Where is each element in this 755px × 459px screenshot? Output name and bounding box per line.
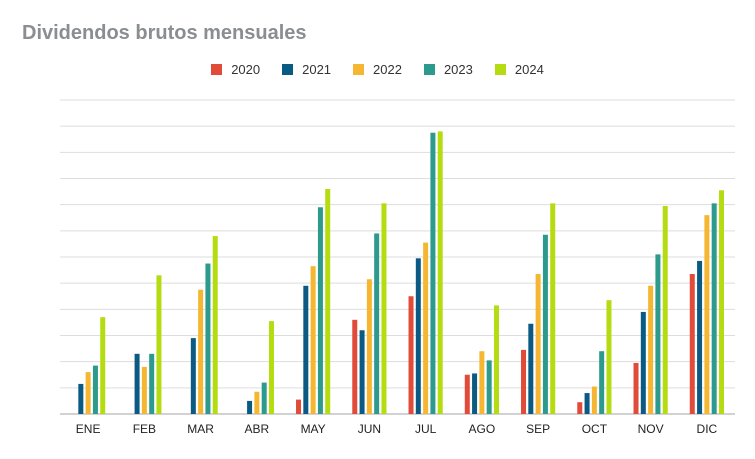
- bar-abr-2023: [261, 382, 267, 414]
- bar-jul-2023: [430, 132, 436, 414]
- bar-jun-2023: [374, 233, 380, 414]
- bar-abr-2021: [247, 400, 253, 414]
- bar-sep-2020: [521, 349, 527, 414]
- bar-dic-2022: [704, 215, 710, 414]
- bar-sep-2022: [535, 274, 541, 414]
- bar-sep-2024: [550, 203, 556, 414]
- bar-oct-2022: [591, 386, 597, 414]
- bar-nov-2021: [640, 311, 646, 414]
- bar-ago-2020: [464, 374, 470, 414]
- bar-sep-2021: [528, 323, 534, 414]
- bar-sep-2023: [542, 234, 548, 414]
- chart-title: Dividendos brutos mensuales: [22, 22, 307, 44]
- bar-ago-2024: [493, 305, 499, 414]
- bar-abr-2024: [268, 321, 274, 414]
- x-tick-label: MAY: [301, 422, 326, 436]
- bar-oct-2023: [599, 351, 605, 414]
- bar-may-2021: [303, 285, 309, 414]
- x-tick-label: ABR: [245, 422, 270, 436]
- bar-ene-2022: [85, 372, 91, 414]
- bar-feb-2023: [149, 353, 155, 414]
- bar-mar-2023: [205, 263, 211, 414]
- bar-feb-2024: [156, 275, 162, 414]
- x-tick-label: ENE: [76, 422, 101, 436]
- bar-ago-2021: [472, 373, 478, 414]
- bar-may-2020: [296, 399, 302, 414]
- bar-jul-2020: [408, 296, 414, 414]
- bar-jun-2020: [352, 319, 358, 414]
- bar-dic-2024: [718, 190, 724, 414]
- x-tick-label: NOV: [638, 422, 664, 436]
- x-tick-label: JUN: [358, 422, 381, 436]
- bar-nov-2023: [655, 254, 661, 414]
- chart-legend: 2020 2021 2022 2023 2024: [0, 62, 755, 77]
- x-tick-label: FEB: [133, 422, 156, 436]
- legend-swatch: [353, 64, 365, 75]
- bar-jul-2022: [423, 242, 429, 414]
- bar-may-2024: [325, 188, 331, 414]
- legend-label: 2024: [514, 62, 544, 77]
- bar-ene-2021: [78, 383, 84, 414]
- bar-ene-2024: [100, 317, 106, 414]
- legend-item-2020: 2020: [211, 62, 260, 77]
- bar-mar-2024: [212, 236, 218, 414]
- x-tick-label: MAR: [187, 422, 214, 436]
- bar-nov-2024: [662, 205, 668, 414]
- bar-jul-2021: [415, 258, 421, 414]
- bar-dic-2021: [697, 260, 703, 414]
- bar-mar-2022: [198, 289, 204, 414]
- bar-jun-2024: [381, 203, 387, 414]
- bar-oct-2021: [584, 393, 590, 414]
- gridlines: [60, 99, 735, 415]
- bar-ago-2022: [479, 351, 485, 414]
- legend-item-2024: 2024: [494, 62, 544, 77]
- legend-swatch: [282, 64, 294, 75]
- bar-oct-2024: [606, 300, 612, 414]
- legend-label: 2023: [443, 62, 473, 77]
- x-tick-label: AGO: [469, 422, 496, 436]
- bar-feb-2022: [141, 366, 147, 414]
- bar-jun-2021: [359, 330, 365, 414]
- x-tick-label: OCT: [582, 422, 608, 436]
- legend-label: 2021: [302, 62, 332, 77]
- bar-jul-2024: [437, 131, 443, 414]
- x-tick-label: DIC: [697, 422, 718, 436]
- bar-nov-2020: [633, 362, 639, 414]
- bar-mar-2021: [190, 338, 196, 414]
- bar-may-2022: [310, 266, 316, 414]
- legend-swatch: [211, 64, 223, 75]
- legend-item-2023: 2023: [423, 62, 473, 77]
- bar-may-2023: [317, 207, 323, 414]
- bar-abr-2022: [254, 391, 260, 414]
- legend-label: 2020: [231, 62, 261, 77]
- bar-ago-2023: [486, 360, 492, 414]
- x-tick-label: SEP: [526, 422, 550, 436]
- bar-oct-2020: [577, 402, 583, 414]
- bar-ene-2023: [92, 365, 98, 414]
- bar-jun-2022: [366, 279, 372, 414]
- legend-label: 2022: [373, 62, 402, 77]
- x-tick-label: JUL: [415, 422, 437, 436]
- legend-item-2021: 2021: [282, 62, 331, 77]
- bar-dic-2023: [711, 203, 717, 414]
- bar-dic-2020: [689, 274, 695, 414]
- legend-item-2022: 2022: [353, 62, 402, 77]
- x-axis-labels: ENE FEB MAR ABR MAY JUN JUL AGO SEP OCT NOV DIC: [76, 422, 718, 436]
- bar-nov-2022: [648, 285, 654, 414]
- bars: [78, 131, 724, 414]
- legend-swatch: [494, 64, 506, 75]
- legend-swatch: [423, 64, 435, 75]
- bar-feb-2021: [134, 353, 140, 414]
